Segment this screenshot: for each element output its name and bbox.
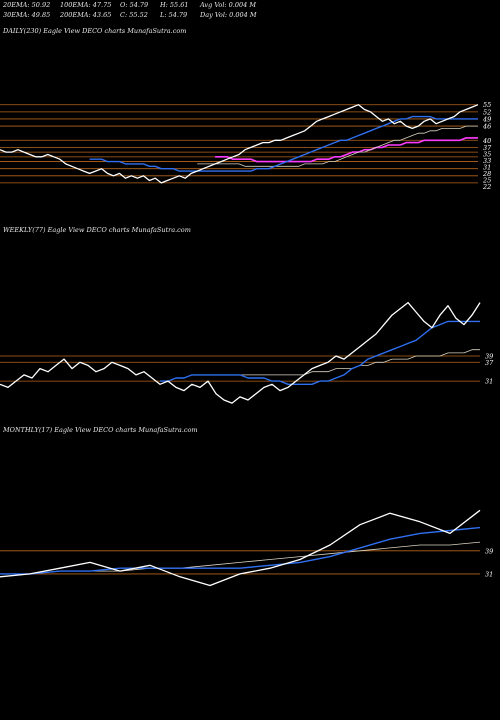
monthly-chart-title: MONTHLY(17) Eagle View DECO charts Munaf… bbox=[3, 426, 198, 434]
y-tick-label: 40 bbox=[482, 137, 491, 145]
header-avgvol: Avg Vol: 0.004 M bbox=[200, 1, 257, 9]
moving-average-line-1 bbox=[89, 115, 478, 172]
y-tick-label: 35 bbox=[483, 150, 491, 158]
y-tick-label: 39 bbox=[485, 547, 493, 555]
moving-average-line-1 bbox=[0, 526, 481, 575]
y-tick-label: 37 bbox=[485, 359, 494, 367]
moving-average-line-1 bbox=[160, 320, 480, 386]
header-ema200: 200EMA: 43.65 bbox=[60, 11, 112, 19]
y-tick-label: 33 bbox=[483, 157, 491, 165]
header-close: C: 55.52 bbox=[120, 11, 148, 19]
y-tick-label: 39 bbox=[485, 353, 493, 361]
daily-chart-title: DAILY(230) Eagle View DECO charts Munafa… bbox=[3, 27, 187, 35]
y-tick-label: 31 bbox=[485, 378, 493, 386]
y-tick-label: 28 bbox=[482, 170, 491, 178]
y-tick-label: 31 bbox=[483, 163, 491, 171]
y-tick-label: 46 bbox=[482, 123, 491, 131]
header-high: H: 55.61 bbox=[160, 1, 189, 9]
y-tick-label: 55 bbox=[483, 101, 491, 109]
header-ema30: 30EMA: 49.85 bbox=[3, 11, 51, 19]
weekly-chart-title: WEEKLY(77) Eagle View DECO charts Munafa… bbox=[3, 226, 191, 234]
y-tick-label: 31 bbox=[485, 570, 493, 578]
header-low: L: 54.79 bbox=[160, 11, 188, 19]
y-tick-label: 49 bbox=[482, 115, 491, 123]
header-dayvol: Day Vol: 0.004 M bbox=[200, 11, 257, 19]
header-open: O: 54.79 bbox=[120, 1, 149, 9]
price-line bbox=[0, 301, 481, 404]
price-line bbox=[0, 509, 481, 587]
price-line bbox=[0, 104, 479, 184]
header-ema20: 20EMA: 50.92 bbox=[3, 1, 51, 9]
moving-average-line-2 bbox=[200, 349, 480, 376]
monthly-chart: 39 31 bbox=[0, 509, 493, 587]
moving-average-line-2 bbox=[0, 541, 481, 575]
y-tick-label: 22 bbox=[482, 183, 491, 191]
y-tick-label: 52 bbox=[483, 108, 491, 116]
header-ema100: 100EMA: 47.75 bbox=[60, 1, 112, 9]
y-tick-label: 25 bbox=[482, 176, 491, 184]
moving-average-line-2 bbox=[197, 125, 478, 167]
moving-average-line-3 bbox=[215, 137, 478, 163]
y-tick-label: 37 bbox=[483, 144, 492, 152]
